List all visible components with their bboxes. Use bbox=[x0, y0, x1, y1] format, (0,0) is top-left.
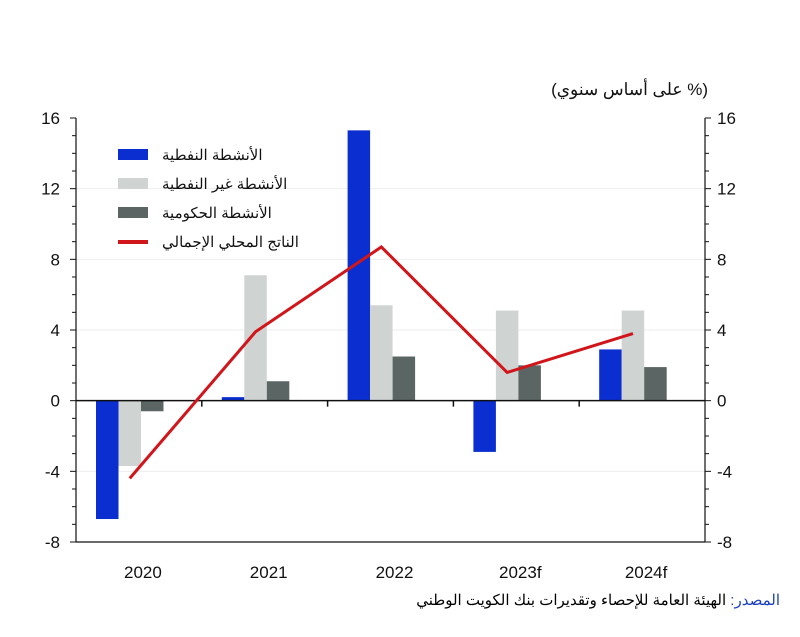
right-tick-label: 12 bbox=[717, 180, 736, 199]
bar-2021-s2 bbox=[266, 381, 290, 401]
left-tick-label: 0 bbox=[51, 392, 60, 411]
bar-2024f-s1 bbox=[621, 310, 645, 401]
legend-item-gov: الأنشطة الحكومية bbox=[118, 198, 299, 227]
bar-2020-s2 bbox=[141, 400, 164, 412]
bar-2022-s2 bbox=[392, 356, 416, 401]
right-tick-label: -4 bbox=[717, 462, 732, 481]
bar-2020-s1 bbox=[118, 400, 141, 467]
bar-2023f-s2 bbox=[518, 365, 541, 401]
left-tick-label: 12 bbox=[41, 180, 60, 199]
left-tick-label: -8 bbox=[45, 533, 60, 552]
legend-label: الأنشطة الحكومية bbox=[162, 204, 272, 222]
legend-item-gdp: الناتج المحلي الإجمالي bbox=[118, 227, 299, 256]
bar-2024f-s2 bbox=[644, 367, 667, 401]
bar-2021-s0 bbox=[221, 397, 245, 401]
bar-2023f-s0 bbox=[473, 400, 496, 452]
legend-item-nonoil: الأنشطة غير النفطية bbox=[118, 169, 299, 198]
right-tick-label: 0 bbox=[717, 392, 726, 411]
source-note: المصدر: الهيئة العامة للإحصاء وتقديرات ب… bbox=[260, 592, 780, 609]
right-tick-label: 16 bbox=[717, 109, 736, 128]
bar-2024f-s0 bbox=[599, 349, 622, 401]
unit-label: (% على أساس سنوي) bbox=[551, 80, 708, 99]
x-tick-label: 2023f bbox=[499, 563, 542, 582]
legend-label: الأنشطة غير النفطية bbox=[162, 175, 288, 193]
bar-2020-s0 bbox=[96, 400, 119, 520]
bar-2021-s1 bbox=[244, 275, 267, 401]
source-text: الهيئة العامة للإحصاء وتقديرات بنك الكوي… bbox=[416, 592, 727, 609]
legend-swatch-nonoil bbox=[118, 178, 148, 189]
legend-swatch-oil bbox=[118, 149, 148, 160]
legend-line-gdp bbox=[118, 239, 148, 244]
right-tick-label: -8 bbox=[717, 533, 732, 552]
left-tick-label: 16 bbox=[41, 109, 60, 128]
right-tick-label: 4 bbox=[717, 321, 726, 340]
bar-2023f-s1 bbox=[495, 310, 519, 401]
bar-2022-s1 bbox=[370, 305, 393, 401]
bar-2022-s0 bbox=[347, 130, 371, 401]
legend-label: الناتج المحلي الإجمالي bbox=[162, 233, 299, 251]
source-label: المصدر: bbox=[730, 592, 780, 609]
x-tick-label: 2020 bbox=[124, 563, 162, 582]
left-tick-label: 4 bbox=[51, 321, 60, 340]
x-tick-label: 2024f bbox=[625, 563, 668, 582]
legend-item-oil: الأنشطة النفطية bbox=[118, 140, 299, 169]
legend-swatch-gov bbox=[118, 207, 148, 218]
legend: الأنشطة النفطية الأنشطة غير النفطية الأن… bbox=[118, 140, 299, 256]
right-tick-label: 8 bbox=[717, 250, 726, 269]
x-tick-label: 2022 bbox=[376, 563, 414, 582]
x-tick-label: 2021 bbox=[250, 563, 288, 582]
left-tick-label: -4 bbox=[45, 462, 60, 481]
left-tick-label: 8 bbox=[51, 250, 60, 269]
legend-label: الأنشطة النفطية bbox=[162, 146, 263, 164]
